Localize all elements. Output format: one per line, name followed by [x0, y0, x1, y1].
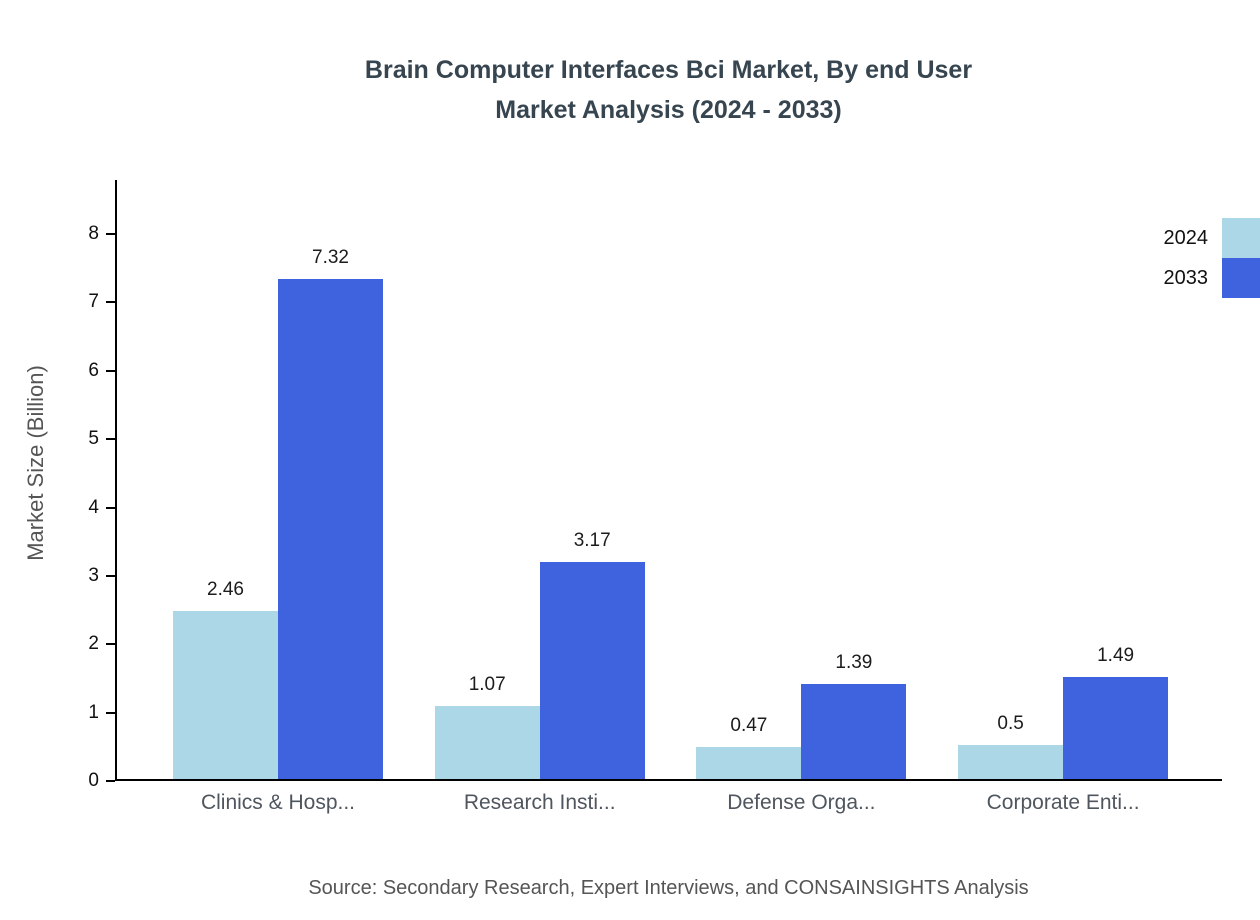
- legend-label: 2033: [1163, 266, 1209, 289]
- tick-label: 5: [88, 428, 99, 450]
- tick-mark: [106, 233, 115, 235]
- tick-mark: [106, 780, 115, 782]
- chart-title: Brain Computer Interfaces Bci Market, By…: [115, 50, 1222, 130]
- tick-label: 7: [88, 291, 99, 313]
- tick-mark: [106, 301, 115, 304]
- bar-2033: [1063, 677, 1169, 779]
- bar-value-label: 1.49: [1097, 645, 1135, 667]
- bar-2033: [278, 278, 383, 779]
- x-category-label: Research Insti...: [463, 791, 616, 814]
- bar-2033: [539, 562, 645, 779]
- plot-area: 0 1 2 3 4 5 6 7 8 2.46 7.32 Clinics & Hosp... 1.07 3…: [88, 180, 1222, 814]
- chart-title-line-2: Market Analysis (2024 - 2033): [495, 96, 842, 124]
- legend-item: 2033: [1164, 258, 1260, 298]
- tick-label: 6: [88, 359, 99, 381]
- legend-label: 2024: [1163, 226, 1209, 249]
- bar-2024: [173, 610, 278, 779]
- tick-label: 3: [88, 564, 99, 586]
- legend-swatch: [1222, 218, 1260, 258]
- bar-value-label: 0.47: [730, 714, 768, 736]
- y-axis-label: Market Size (Billion): [23, 365, 48, 561]
- tick-label: 1: [88, 701, 99, 723]
- legend: 2024 2033: [1164, 218, 1260, 298]
- legend-item: 2024: [1164, 218, 1260, 258]
- bar-2024: [958, 744, 1064, 779]
- bar-value-label: 1.07: [468, 673, 506, 695]
- tick-mark: [106, 574, 115, 577]
- tick-label: 2: [88, 633, 99, 655]
- bar-2033: [801, 683, 907, 779]
- tick-mark: [106, 643, 115, 646]
- bar-2024: [696, 746, 802, 779]
- tick-mark: [106, 369, 115, 372]
- x-axis-line: [115, 779, 1222, 781]
- tick-label: 4: [88, 496, 99, 518]
- x-category-label: Corporate Enti...: [986, 791, 1140, 814]
- x-category-label: Clinics & Hosp...: [200, 791, 356, 814]
- tick-label: 8: [88, 223, 99, 244]
- tick-mark: [106, 438, 115, 441]
- bar-value-label: 7.32: [312, 246, 349, 268]
- tick-mark: [106, 506, 115, 509]
- legend-swatch: [1222, 258, 1260, 298]
- bar-value-label: 3.17: [573, 530, 611, 552]
- bar-2024: [434, 705, 540, 779]
- source-note: Source: Secondary Research, Expert Inter…: [308, 877, 1029, 899]
- chart-title-line-1: Brain Computer Interfaces Bci Market, By…: [364, 56, 973, 84]
- tick-mark: [106, 711, 115, 714]
- y-axis-line: [115, 180, 117, 781]
- x-category-label: Defense Orga...: [727, 791, 876, 814]
- tick-label: 0: [88, 770, 99, 791]
- bar-value-label: 1.39: [835, 651, 873, 673]
- bar-value-label: 2.46: [207, 578, 244, 600]
- bar-value-label: 0.5: [997, 712, 1024, 734]
